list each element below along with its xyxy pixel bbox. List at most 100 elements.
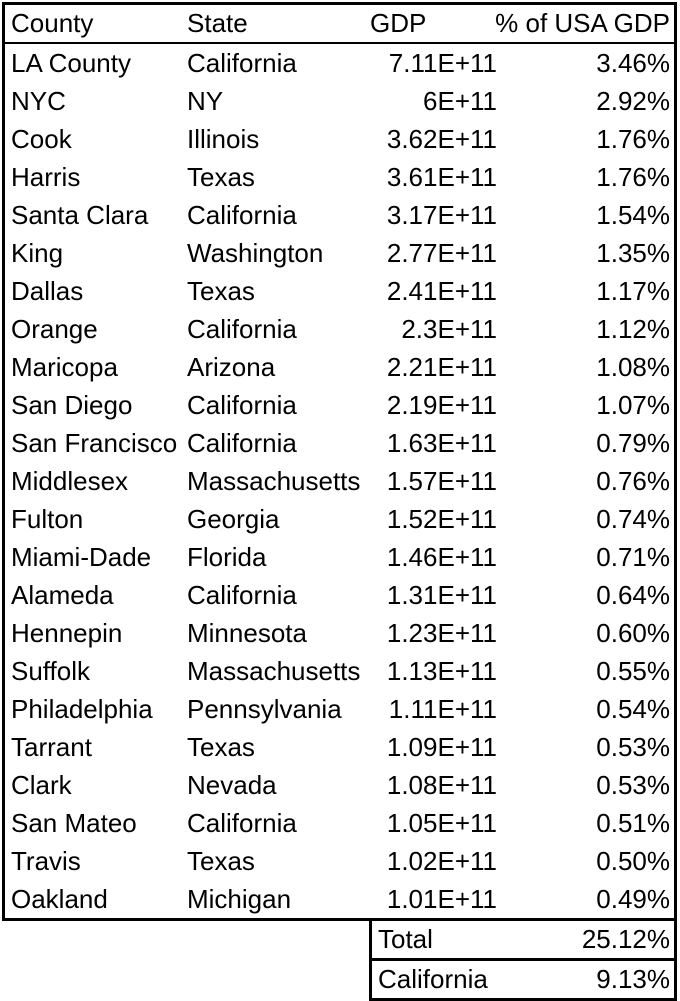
- cell-gdp: 1.01E+11: [386, 883, 497, 914]
- column-header-state: State: [187, 8, 248, 38]
- column-header-gdp: GDP: [370, 8, 427, 38]
- table-row: Oakland Michigan 1.01E+11 0.49%: [5, 880, 674, 918]
- cell-gdp: 1.05E+11: [386, 807, 497, 838]
- cell-gdp: 3.61E+11: [386, 161, 497, 192]
- cell-county: Harris: [11, 161, 81, 192]
- cell-gdp: 1.23E+11: [386, 617, 497, 648]
- cell-state: Texas: [187, 161, 255, 192]
- cell-state: Washington: [187, 237, 324, 268]
- cell-county: Dallas: [11, 275, 84, 306]
- cell-county: Clark: [11, 769, 72, 800]
- table-row: Middlesex Massachusetts 1.57E+11 0.76%: [5, 462, 674, 500]
- cell-pct-of-usa-gdp: 1.07%: [596, 389, 670, 420]
- cell-county: Travis: [11, 845, 81, 876]
- table-row: Maricopa Arizona 2.21E+11 1.08%: [5, 348, 674, 386]
- cell-gdp: 2.3E+11: [401, 313, 497, 344]
- cell-gdp: 6E+11: [423, 85, 497, 116]
- cell-pct-of-usa-gdp: 0.49%: [596, 883, 670, 914]
- summary-california-label: California: [378, 964, 488, 994]
- cell-gdp: 1.57E+11: [386, 465, 497, 496]
- cell-gdp: 2.21E+11: [386, 351, 497, 382]
- table-body: LA County California 7.11E+11 3.46% NYC …: [5, 44, 674, 918]
- cell-pct-of-usa-gdp: 0.79%: [596, 427, 670, 458]
- table-row: San Francisco California 1.63E+11 0.79%: [5, 424, 674, 462]
- cell-state: NY: [187, 85, 224, 116]
- table-row: Tarrant Texas 1.09E+11 0.53%: [5, 728, 674, 766]
- summary-box: Total 25.12% California 9.13%: [369, 918, 677, 1001]
- cell-county: Orange: [11, 313, 98, 344]
- cell-gdp: 1.31E+11: [386, 579, 497, 610]
- cell-county: Alameda: [11, 579, 114, 610]
- table-row: Suffolk Massachusetts 1.13E+11 0.55%: [5, 652, 674, 690]
- table-row: Harris Texas 3.61E+11 1.76%: [5, 158, 674, 196]
- cell-gdp: 1.46E+11: [386, 541, 497, 572]
- cell-county: Oakland: [11, 883, 108, 914]
- cell-pct-of-usa-gdp: 0.64%: [596, 579, 670, 610]
- cell-county: Maricopa: [11, 351, 118, 382]
- summary-row-total: Total 25.12%: [372, 921, 674, 961]
- cell-county: Fulton: [11, 503, 84, 534]
- table-row: LA County California 7.11E+11 3.46%: [5, 44, 674, 82]
- cell-state: Georgia: [187, 503, 280, 534]
- cell-state: California: [187, 389, 297, 420]
- cell-gdp: 2.19E+11: [386, 389, 497, 420]
- cell-state: Pennsylvania: [187, 693, 342, 724]
- cell-pct-of-usa-gdp: 2.92%: [596, 85, 670, 116]
- cell-county: San Francisco: [11, 427, 178, 458]
- cell-gdp: 3.62E+11: [386, 123, 497, 154]
- column-header-county: County: [11, 8, 94, 38]
- summary-total-value: 25.12%: [581, 924, 670, 954]
- county-gdp-table: County State GDP % of USA GDP LA County …: [2, 2, 677, 921]
- cell-pct-of-usa-gdp: 1.12%: [596, 313, 670, 344]
- cell-gdp: 1.02E+11: [386, 845, 497, 876]
- cell-gdp: 2.41E+11: [386, 275, 497, 306]
- cell-state: Massachusetts: [187, 655, 361, 686]
- cell-state: California: [187, 313, 297, 344]
- cell-gdp: 1.09E+11: [386, 731, 497, 762]
- table-row: Travis Texas 1.02E+11 0.50%: [5, 842, 674, 880]
- summary-row-california: California 9.13%: [372, 961, 674, 998]
- cell-state: Texas: [187, 275, 255, 306]
- cell-county: Tarrant: [11, 731, 92, 762]
- cell-pct-of-usa-gdp: 0.71%: [596, 541, 670, 572]
- cell-state: Nevada: [187, 769, 277, 800]
- cell-gdp: 1.11E+11: [388, 693, 497, 724]
- table-row: King Washington 2.77E+11 1.35%: [5, 234, 674, 272]
- cell-state: Michigan: [187, 883, 292, 914]
- cell-state: Illinois: [187, 123, 260, 154]
- cell-county: San Mateo: [11, 807, 137, 838]
- cell-state: Florida: [187, 541, 267, 572]
- cell-gdp: 2.77E+11: [386, 237, 497, 268]
- cell-pct-of-usa-gdp: 1.35%: [596, 237, 670, 268]
- cell-pct-of-usa-gdp: 0.55%: [596, 655, 670, 686]
- cell-county: Hennepin: [11, 617, 123, 648]
- cell-state: California: [187, 427, 297, 458]
- cell-county: Miami-Dade: [11, 541, 152, 572]
- column-header-pct-of-usa-gdp: % of USA GDP: [495, 8, 670, 38]
- cell-gdp: 1.13E+11: [386, 655, 497, 686]
- cell-county: San Diego: [11, 389, 133, 420]
- summary-california-value: 9.13%: [596, 964, 670, 994]
- cell-state: Massachusetts: [187, 465, 361, 496]
- cell-pct-of-usa-gdp: 1.54%: [596, 199, 670, 230]
- summary-total-label: Total: [378, 924, 433, 954]
- table-row: Santa Clara California 3.17E+11 1.54%: [5, 196, 674, 234]
- cell-state: California: [187, 579, 297, 610]
- cell-pct-of-usa-gdp: 3.46%: [596, 47, 670, 78]
- cell-county: Santa Clara: [11, 199, 149, 230]
- cell-gdp: 1.63E+11: [386, 427, 497, 458]
- cell-gdp: 3.17E+11: [386, 199, 497, 230]
- cell-pct-of-usa-gdp: 0.51%: [596, 807, 670, 838]
- cell-pct-of-usa-gdp: 0.54%: [596, 693, 670, 724]
- cell-state: California: [187, 47, 297, 78]
- table-row: Miami-Dade Florida 1.46E+11 0.71%: [5, 538, 674, 576]
- table-header-row: County State GDP % of USA GDP: [5, 5, 674, 44]
- table-row: Dallas Texas 2.41E+11 1.17%: [5, 272, 674, 310]
- table-row: Alameda California 1.31E+11 0.64%: [5, 576, 674, 614]
- table-row: Fulton Georgia 1.52E+11 0.74%: [5, 500, 674, 538]
- table-row: San Diego California 2.19E+11 1.07%: [5, 386, 674, 424]
- cell-state: California: [187, 199, 297, 230]
- cell-state: Texas: [187, 845, 255, 876]
- cell-pct-of-usa-gdp: 1.76%: [596, 123, 670, 154]
